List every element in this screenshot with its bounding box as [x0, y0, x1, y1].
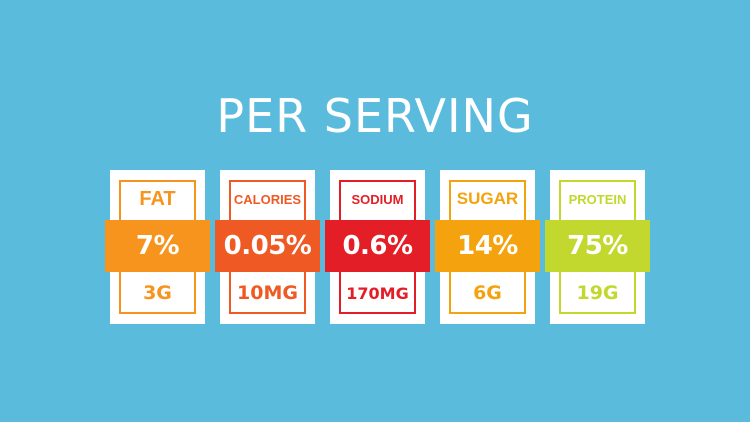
- nutrient-label: SUGAR: [456, 189, 519, 208]
- nutrient-amount: 10MG: [237, 282, 298, 304]
- nutrient-card-calories: CALORIES 0.05% 10MG: [215, 170, 320, 324]
- nutrient-card-sugar: SUGAR 14% 6G: [435, 170, 540, 324]
- nutrient-amount: 19G: [576, 282, 619, 304]
- page-title: PER SERVING: [216, 89, 534, 143]
- nutrient-card-protein: PROTEIN 75% 19G: [545, 170, 650, 324]
- nutrient-card-fat: FAT 7% 3G: [105, 170, 210, 324]
- nutrient-label: PROTEIN: [568, 191, 627, 207]
- nutrient-cards: FAT 7% 3G CALORIES 0.05% 10MG SODIUM 0.6…: [105, 170, 650, 324]
- nutrient-label: FAT: [139, 187, 176, 210]
- nutrient-amount: 3G: [143, 282, 172, 304]
- nutrient-label: CALORIES: [233, 191, 302, 207]
- nutrient-percent: 0.6%: [325, 220, 430, 272]
- nutrient-amount: 6G: [473, 282, 502, 304]
- nutrient-percent: 75%: [545, 220, 650, 272]
- nutrient-percent: 14%: [435, 220, 540, 272]
- nutrient-card-sodium: SODIUM 0.6% 170MG: [325, 170, 430, 324]
- nutrient-label: SODIUM: [351, 191, 404, 207]
- nutrient-amount: 170MG: [346, 283, 409, 303]
- nutrient-percent: 0.05%: [215, 220, 320, 272]
- nutrient-percent: 7%: [105, 220, 210, 272]
